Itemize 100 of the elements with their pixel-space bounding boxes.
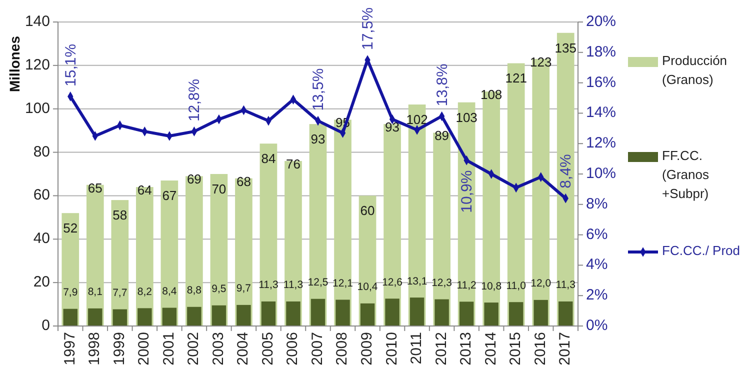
x-tick-label: 2015	[507, 332, 524, 366]
x-tick-label: 2000	[136, 332, 153, 366]
y-axis-title: Millones	[6, 36, 23, 92]
bar	[336, 300, 350, 326]
data-label: 121	[505, 70, 527, 86]
bar	[187, 306, 202, 326]
data-label: 102	[406, 112, 428, 127]
bar	[410, 298, 424, 326]
data-label: 52	[63, 220, 78, 236]
bar	[532, 58, 550, 326]
x-tick-label: 2002	[185, 332, 202, 366]
bar	[459, 302, 474, 326]
bar	[112, 309, 128, 326]
data-label: 12,0	[530, 278, 552, 290]
y2-tick-label: 12%	[586, 134, 616, 152]
data-label: 17,5%	[360, 7, 377, 50]
y2-tick-label: 6%	[586, 226, 608, 243]
data-label: 12,1	[332, 278, 354, 290]
data-label: 60	[360, 203, 375, 218]
bar	[63, 308, 78, 326]
data-label: 7,9	[63, 286, 78, 299]
y-tick-label: 0	[42, 316, 50, 334]
x-tick-label: 2017	[556, 332, 574, 366]
data-label: 13,5%	[310, 68, 327, 111]
data-label: 12,8%	[186, 78, 204, 122]
y2-tick-label: 0%	[586, 316, 608, 334]
y-tick-label: 40	[33, 230, 50, 248]
y2-tick-label: 14%	[586, 104, 616, 122]
y-tick-label: 100	[24, 100, 50, 117]
data-label: 8,4	[162, 286, 177, 298]
data-label: 9,7	[236, 282, 252, 295]
x-tick-label: 2011	[408, 332, 426, 364]
bar	[385, 298, 400, 326]
y-tick-label: 140	[24, 12, 50, 30]
data-label: 12,3	[432, 277, 452, 290]
data-label: 11,3	[556, 279, 576, 292]
data-label: 11,3	[283, 279, 304, 292]
data-label: 70	[212, 181, 226, 196]
data-label: 68	[236, 174, 251, 189]
y2-tick-label: 20%	[586, 12, 616, 30]
bar	[138, 308, 152, 326]
data-label: 11,3	[258, 279, 278, 292]
y2-tick-label: 4%	[586, 256, 608, 274]
x-tick-label: 2001	[160, 332, 178, 366]
data-label: 15,1%	[62, 44, 80, 86]
x-tick-label: 1998	[86, 332, 104, 366]
data-label: 11,0	[506, 280, 526, 292]
x-tick-label: 1997	[61, 332, 78, 366]
bar	[558, 301, 573, 326]
data-label: 67	[162, 188, 177, 203]
x-tick-label: 2013	[458, 332, 475, 366]
x-tick-label: 1999	[110, 332, 128, 366]
data-label: 123	[530, 54, 552, 70]
y2-tick-label: 18%	[586, 43, 616, 60]
y-tick-label: 80	[33, 143, 50, 160]
data-label: 12,6	[382, 276, 403, 288]
x-tick-label: 2007	[308, 332, 326, 366]
bar	[88, 308, 102, 326]
legend-label: Producción (Granos)	[662, 53, 728, 88]
bar	[556, 32, 574, 326]
x-tick-label: 2003	[210, 332, 227, 366]
x-tick-label: 2014	[482, 332, 500, 366]
data-label: 135	[554, 40, 576, 56]
y2-tick-label: 10%	[586, 164, 616, 182]
y2-tick-label: 2%	[586, 286, 608, 304]
x-tick-label: 2012	[432, 332, 450, 366]
bar	[236, 304, 251, 326]
bar	[310, 298, 326, 326]
bar	[212, 305, 226, 326]
bar	[508, 302, 524, 326]
data-label: 12,5	[308, 276, 328, 289]
x-tick-label: 2008	[334, 332, 351, 366]
data-label: 7,7	[112, 287, 128, 300]
data-label: 108	[480, 86, 502, 102]
bar	[534, 300, 548, 326]
data-label: 8,2	[137, 286, 152, 298]
data-label: 84	[261, 151, 276, 166]
bar	[261, 301, 276, 326]
x-tick-label: 2016	[532, 332, 549, 366]
data-label: 69	[186, 172, 202, 187]
y2-tick-label: 16%	[586, 74, 616, 91]
data-label: 103	[456, 110, 478, 125]
legend-label: FC.CC./ Prod	[662, 243, 740, 258]
data-label: 11,2	[456, 279, 477, 292]
x-tick-label: 2009	[358, 332, 376, 366]
bar	[484, 302, 498, 326]
bar	[162, 308, 177, 326]
data-label: 10,4	[357, 281, 378, 294]
data-label: 65	[88, 180, 102, 196]
data-label: 10,8	[481, 280, 502, 292]
x-tick-label: 2004	[234, 332, 252, 366]
data-label: 76	[286, 156, 300, 172]
data-label: 9,5	[212, 283, 226, 296]
data-label: 89	[434, 128, 450, 144]
data-label: 64	[137, 182, 152, 198]
bar	[286, 301, 300, 326]
legend-label: FF.CC. (Granos +Subpr)	[662, 148, 710, 202]
data-label: 10,9%	[458, 170, 476, 213]
data-label: 93	[310, 131, 326, 146]
y-tick-label: 20	[33, 274, 50, 291]
